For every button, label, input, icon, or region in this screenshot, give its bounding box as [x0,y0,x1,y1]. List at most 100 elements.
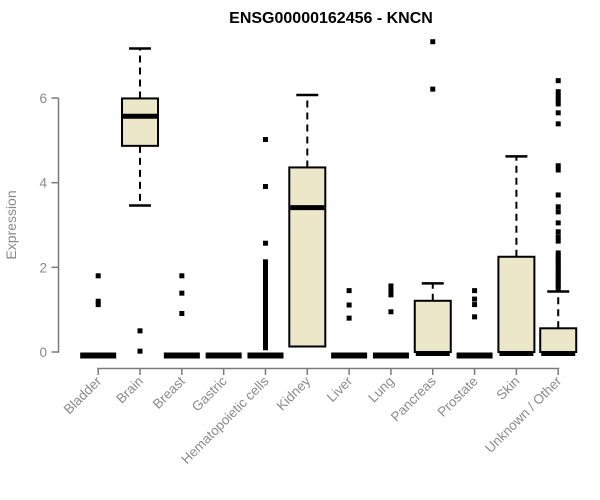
outlier-point [95,273,101,279]
x-tick-label: Unknown / Other [482,373,565,456]
outlier-point [95,302,101,308]
x-tick-label: Lung [365,374,397,406]
outlier-point [262,306,268,312]
y-tick-label: 2 [39,260,47,275]
outlier-point [137,328,143,334]
outlier-point [555,89,561,95]
outlier-point [555,229,561,235]
outlier-point [262,324,268,330]
outlier-point [555,204,561,210]
outlier-point [179,310,185,316]
outlier-point [262,291,268,297]
outlier-point [262,283,268,289]
boxplot-gastric [205,352,242,359]
outlier-point [430,86,436,92]
x-tick-label: Skin [493,374,522,403]
outlier-point [555,110,561,116]
collapsed-box [331,352,368,359]
outlier-point [555,262,561,268]
outlier-point [388,288,394,294]
boxplot-breast [163,273,200,359]
collapsed-box [372,352,409,359]
outlier-point [262,339,268,345]
boxplot-lung [372,283,409,359]
boxplot-prostate [456,288,493,359]
box [121,97,160,147]
collapsed-box [205,352,242,359]
x-tick-label: Gastric [189,373,230,414]
outlier-point [179,273,185,279]
box [497,255,536,354]
x-tick-label: Brain [113,374,146,407]
boxplot-brain [121,47,160,354]
box [539,327,578,353]
outlier-point [262,345,268,351]
outlier-point [346,288,352,294]
outlier-point [262,137,268,143]
outlier-point [555,78,561,84]
box [288,166,327,348]
outlier-point [555,280,561,286]
outlier-point [555,121,561,127]
outlier-point [262,300,268,306]
outlier-point [346,315,352,321]
outlier-point [472,296,478,302]
outlier-point [262,333,268,339]
outlier-point [555,277,561,283]
outlier-point [555,163,561,169]
outlier-point [555,283,561,289]
outlier-point [555,274,561,280]
outlier-point [555,268,561,274]
outlier-point [262,280,268,286]
outlier-point [388,309,394,315]
y-tick-label: 4 [39,176,47,191]
outlier-point [388,292,394,298]
outlier-point [555,238,561,244]
outlier-point [555,93,561,99]
outlier-point [472,288,478,294]
outlier-point [472,314,478,320]
outlier-point [262,309,268,315]
outlier-point [262,312,268,318]
outlier-point [262,271,268,277]
outlier-point [262,286,268,292]
outlier-point [555,250,561,256]
boxplot-kidney [288,93,327,348]
outlier-point [555,101,561,107]
outlier-point [262,262,268,268]
x-tick-label: Prostate [435,374,481,420]
outlier-point [137,348,143,354]
outlier-point [555,271,561,277]
outlier-point [262,277,268,283]
outlier-point [179,290,185,296]
outlier-point [262,288,268,294]
outlier-point [262,183,268,189]
x-tick-label: Liver [324,373,356,405]
outlier-point [262,342,268,348]
boxplot-liver [331,288,368,359]
x-tick-label: Breast [150,373,188,411]
outlier-point [262,321,268,327]
outlier-point [555,192,561,198]
outlier-point [555,259,561,265]
outlier-point [388,283,394,289]
collapsed-box [80,352,117,359]
outlier-point [95,298,101,304]
outlier-point [346,302,352,308]
outlier-point [262,330,268,336]
boxplot-bladder [80,273,117,359]
outlier-point [555,167,561,173]
outlier-point [472,302,478,308]
box [413,299,452,353]
outlier-point [555,253,561,259]
boxplot-skin [497,155,536,356]
outlier-point [430,39,436,45]
chart-title: ENSG00000162456 - KNCN [229,10,433,27]
boxplot-unknown-other [539,78,578,356]
x-tick-label: Kidney [274,373,314,413]
outlier-point [262,336,268,342]
x-tick-label: Bladder [61,373,105,417]
outlier-point [262,327,268,333]
